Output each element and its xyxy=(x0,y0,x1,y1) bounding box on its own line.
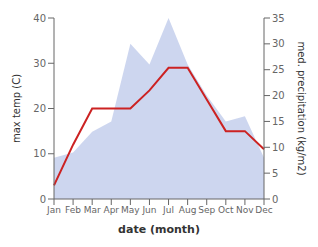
svg-text:20: 20 xyxy=(272,90,285,101)
svg-text:0: 0 xyxy=(272,194,278,205)
svg-text:10: 10 xyxy=(33,148,46,159)
svg-text:15: 15 xyxy=(272,116,285,127)
svg-text:Apr: Apr xyxy=(103,205,119,215)
svg-text:Jun: Jun xyxy=(141,205,156,215)
svg-text:0: 0 xyxy=(40,194,46,205)
svg-text:30: 30 xyxy=(33,58,46,69)
svg-text:date (month): date (month) xyxy=(118,223,200,236)
svg-text:35: 35 xyxy=(272,13,285,24)
svg-text:Oct: Oct xyxy=(218,205,234,215)
svg-text:Aug: Aug xyxy=(179,205,197,215)
svg-text:Jul: Jul xyxy=(162,205,174,215)
svg-text:Sep: Sep xyxy=(198,205,215,215)
svg-text:Mar: Mar xyxy=(84,205,101,215)
svg-text:med. precipitation (kg/m2): med. precipitation (kg/m2) xyxy=(296,41,307,175)
svg-text:Nov: Nov xyxy=(236,205,254,215)
svg-text:30: 30 xyxy=(272,38,285,49)
svg-text:20: 20 xyxy=(33,103,46,114)
svg-text:Jan: Jan xyxy=(46,205,61,215)
svg-text:10: 10 xyxy=(272,142,285,153)
svg-text:Feb: Feb xyxy=(65,205,81,215)
svg-text:25: 25 xyxy=(272,64,285,75)
svg-text:Dec: Dec xyxy=(255,205,272,215)
svg-text:May: May xyxy=(121,205,140,215)
svg-text:max temp (C): max temp (C) xyxy=(11,74,22,143)
svg-text:40: 40 xyxy=(33,13,46,24)
svg-text:5: 5 xyxy=(272,168,278,179)
